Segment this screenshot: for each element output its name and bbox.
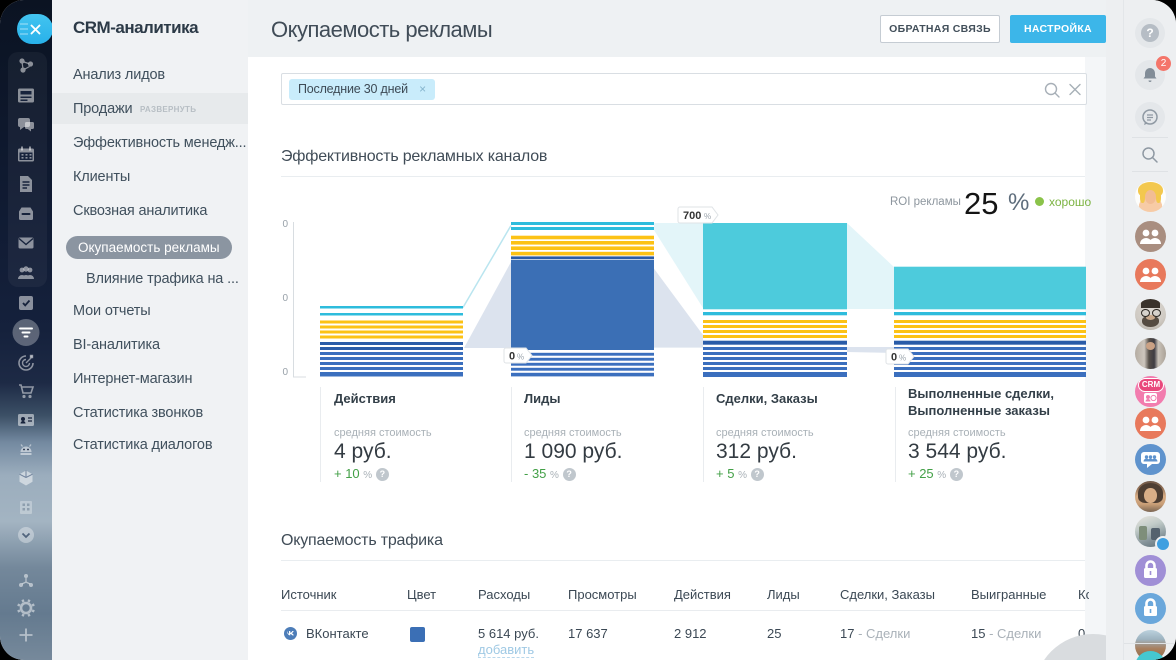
svg-text:0: 0 — [282, 367, 288, 378]
svg-text:700: 700 — [683, 210, 701, 222]
svg-text:0: 0 — [282, 293, 288, 304]
svg-text:0: 0 — [891, 352, 897, 364]
svg-text:%: % — [899, 354, 906, 363]
svg-text:%: % — [704, 212, 711, 221]
svg-text:0: 0 — [509, 351, 515, 363]
svg-text:0: 0 — [282, 219, 288, 230]
svg-text:%: % — [517, 353, 524, 362]
